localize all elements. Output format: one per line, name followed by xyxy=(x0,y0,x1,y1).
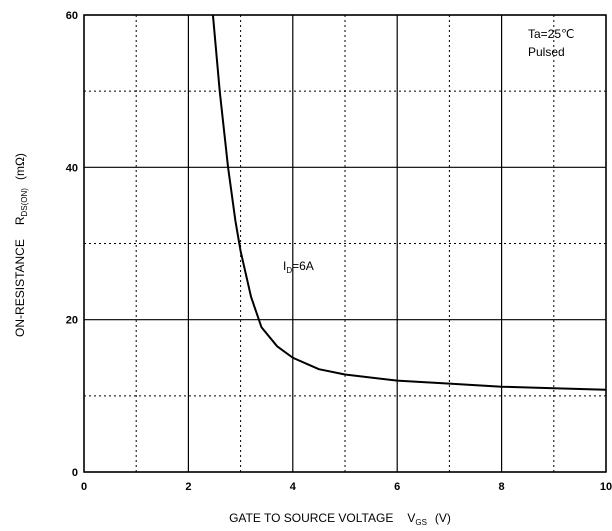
condition: Pulsed xyxy=(528,45,565,59)
condition: Ta=25℃ xyxy=(528,27,575,41)
y-label-text: ON-RESISTANCE xyxy=(13,239,27,337)
y-tick-label: 60 xyxy=(66,10,78,22)
y-tick-label: 40 xyxy=(66,162,78,174)
x-tick-label: 4 xyxy=(290,481,297,493)
curve-label-symbol: I xyxy=(283,259,286,273)
x-tick-label: 2 xyxy=(185,481,191,493)
plot-frame xyxy=(83,14,607,473)
curve-label: ID=6A xyxy=(283,259,314,275)
x-label-symbol: V xyxy=(407,511,415,525)
y-axis-label: ON-RESISTANCE RDS(ON) (mΩ) xyxy=(13,153,29,337)
y-tick-label: 20 xyxy=(66,315,78,327)
curve-label-text: =6A xyxy=(292,259,314,273)
x-tick-label: 6 xyxy=(394,481,400,493)
y-label-symbol: R xyxy=(13,216,27,225)
y-label-subscript: DS(ON) xyxy=(20,188,29,217)
x-axis-label: GATE TO SOURCE VOLTAGE VGS (V) xyxy=(229,511,451,527)
x-tick-label: 8 xyxy=(499,481,505,493)
x-tick-label: 0 xyxy=(81,481,87,493)
x-label-unit: (V) xyxy=(435,511,451,525)
y-tick-label: 0 xyxy=(72,467,78,479)
x-label-subscript: GS xyxy=(415,518,427,527)
x-tick-label: 10 xyxy=(600,481,612,493)
y-label-unit: (mΩ) xyxy=(13,153,27,180)
curve xyxy=(211,14,607,391)
x-label-text: GATE TO SOURCE VOLTAGE xyxy=(229,511,393,525)
curve-label-subscript: D xyxy=(286,266,292,275)
